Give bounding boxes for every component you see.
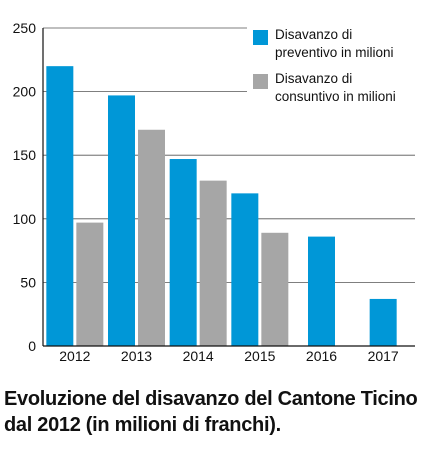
y-tick-label: 150 xyxy=(13,147,37,163)
bar-consuntivo-2013 xyxy=(138,129,165,346)
y-tick-labels: 0 50 100 150 200 250 xyxy=(13,20,37,354)
legend-swatch-consuntivo xyxy=(253,74,268,89)
legend-label-consuntivo-line2: consuntivo in milioni xyxy=(275,89,396,104)
x-tick-label: 2012 xyxy=(59,348,90,364)
legend-item-preventivo: Disavanzo di preventivo in milioni xyxy=(247,26,417,62)
bar-preventivo-2016 xyxy=(308,236,335,346)
legend-label-preventivo-line1: Disavanzo di xyxy=(275,27,353,42)
legend-label-consuntivo-line1: Disavanzo di xyxy=(275,71,353,86)
bars xyxy=(46,66,397,346)
bar-preventivo-2014 xyxy=(169,159,197,346)
bar-preventivo-2012 xyxy=(46,66,74,346)
bar-preventivo-2017 xyxy=(369,298,397,346)
legend-swatch-preventivo xyxy=(253,30,268,45)
bar-preventivo-2015 xyxy=(231,193,259,346)
bar-preventivo-2013 xyxy=(108,95,135,346)
bar-consuntivo-2015 xyxy=(261,232,289,346)
legend-item-consuntivo: Disavanzo di consuntivo in milioni xyxy=(247,70,417,106)
x-tick-label: 2014 xyxy=(183,348,214,364)
y-tick-label: 250 xyxy=(13,20,37,36)
x-tick-labels: 2012 2013 2014 2015 2016 2017 xyxy=(59,348,399,364)
x-tick-label: 2017 xyxy=(368,348,399,364)
x-tick-label: 2015 xyxy=(244,348,275,364)
y-tick-label: 50 xyxy=(20,274,36,290)
y-tick-label: 0 xyxy=(28,338,36,354)
bar-chart: 0 50 100 150 200 250 2012 2013 2014 2015 2016 2017 xyxy=(13,20,415,364)
x-tick-label: 2013 xyxy=(121,348,152,364)
x-tick-label: 2016 xyxy=(306,348,337,364)
chart-caption: Evoluzione del disavanzo del Cantone Tic… xyxy=(4,388,418,436)
y-tick-label: 200 xyxy=(13,84,37,100)
bar-consuntivo-2012 xyxy=(76,222,104,346)
axes xyxy=(42,28,415,347)
bar-consuntivo-2014 xyxy=(199,180,227,346)
legend-label-preventivo-line2: preventivo in milioni xyxy=(275,45,394,60)
legend: Disavanzo di preventivo in milioni Disav… xyxy=(247,26,417,106)
y-tick-label: 100 xyxy=(13,211,37,227)
